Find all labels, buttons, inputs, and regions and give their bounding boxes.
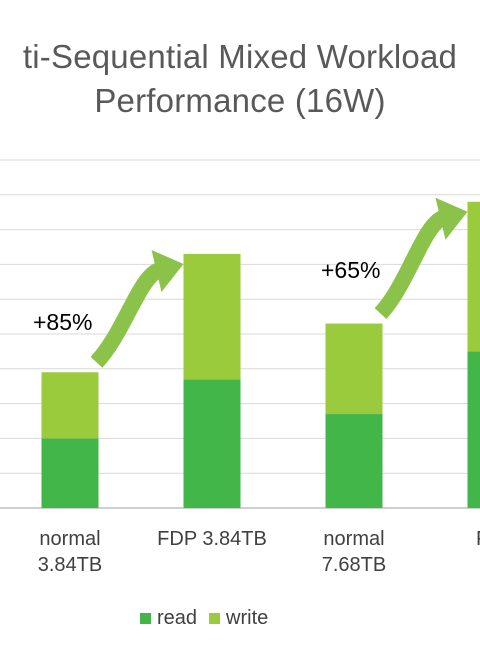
growth-label: +85% <box>33 309 92 335</box>
bar-write-1 <box>183 253 241 380</box>
growth-arrow-head <box>151 249 184 292</box>
legend-item-read: read <box>140 607 197 630</box>
bar-read-2 <box>325 414 383 508</box>
category-labels: normal 3.84TB FDP 3.84TB normal 7.68TB FDP <box>38 528 480 576</box>
category-label-line: normal <box>323 528 384 550</box>
chart-title-line-1: ti-Sequential Mixed Workload <box>22 38 458 75</box>
growth-arrows: +85% +65% <box>33 197 468 368</box>
legend-item-write: write <box>209 607 268 630</box>
legend: read write <box>140 607 280 630</box>
bar-read-0 <box>41 438 99 508</box>
bar-read-3 <box>467 351 480 508</box>
growth-label: +65% <box>321 257 380 283</box>
category-label-line: FDP <box>476 528 480 550</box>
category-label-line: 3.84TB <box>38 554 102 576</box>
category-label: FDP <box>476 528 480 550</box>
chart-title-line-2: Performance (16W) <box>94 82 386 119</box>
bar-write-2 <box>325 323 383 415</box>
growth-arrow-shaft <box>374 210 448 320</box>
growth-arrow-head <box>435 197 468 240</box>
bars <box>41 201 480 508</box>
chart-title: ti-Sequential Mixed Workload Performance… <box>0 35 480 123</box>
legend-label-read: read <box>157 607 198 629</box>
category-label-line: 7.68TB <box>322 554 386 576</box>
category-label: FDP 3.84TB <box>157 528 267 550</box>
bar-write-3 <box>467 201 480 352</box>
legend-swatch-write <box>209 613 221 624</box>
category-label-line: FDP 3.84TB <box>157 528 267 550</box>
legend-swatch-read <box>140 613 151 624</box>
bar-write-0 <box>41 372 99 439</box>
category-label: normal 7.68TB <box>322 528 386 576</box>
legend-label-write: write <box>226 607 269 629</box>
category-label-line: normal <box>39 528 100 550</box>
category-label: normal 3.84TB <box>38 528 102 576</box>
bar-read-1 <box>183 379 241 508</box>
growth-arrow-shaft <box>90 262 164 368</box>
